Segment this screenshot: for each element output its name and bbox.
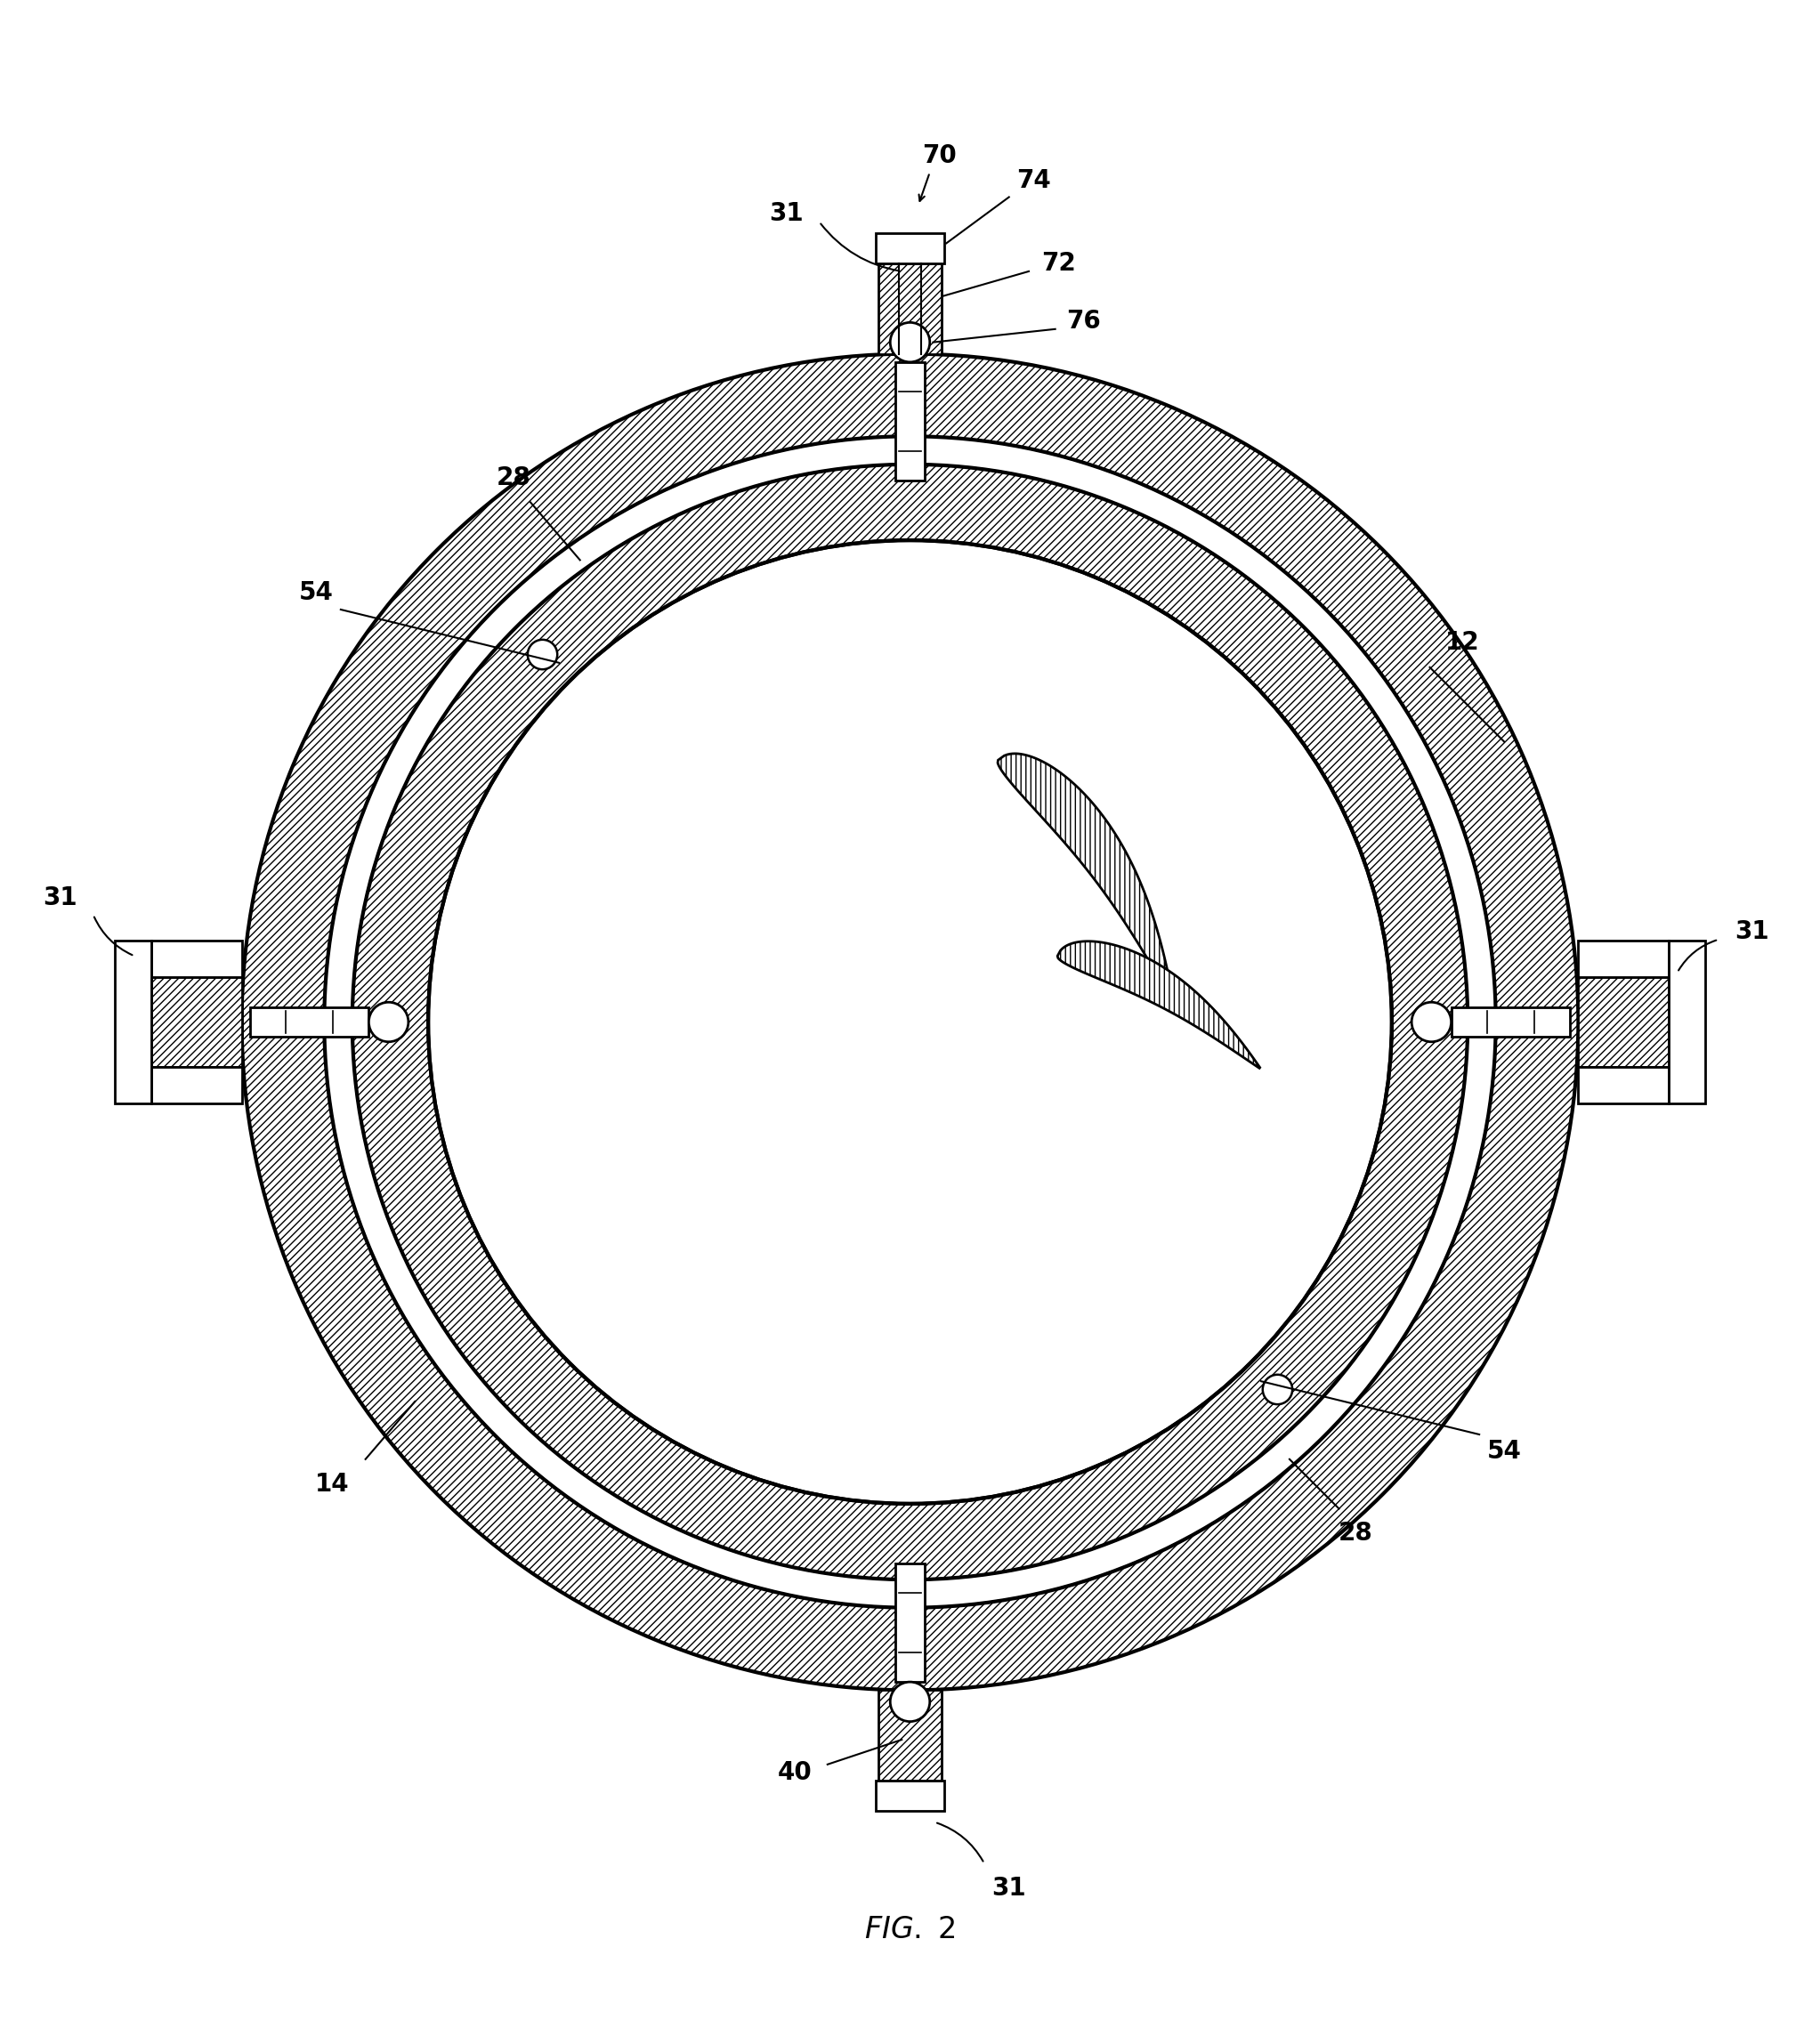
Bar: [875, 233, 945, 264]
Polygon shape: [1057, 940, 1259, 1069]
Circle shape: [890, 323, 930, 362]
Text: 54: 54: [298, 580, 333, 605]
Text: $\it{FIG.\ 2}$: $\it{FIG.\ 2}$: [864, 1915, 956, 1944]
Bar: [151, 977, 242, 1067]
Text: 31: 31: [44, 885, 78, 912]
Text: 31: 31: [992, 1876, 1026, 1901]
Text: 76: 76: [1067, 309, 1101, 333]
Text: 74: 74: [1017, 168, 1050, 192]
Circle shape: [369, 1002, 408, 1042]
Text: 40: 40: [777, 1760, 812, 1784]
Polygon shape: [997, 754, 1174, 1002]
Text: 72: 72: [1041, 251, 1076, 276]
Text: 28: 28: [497, 466, 531, 491]
Bar: [1578, 1067, 1669, 1104]
Bar: [115, 940, 151, 1104]
Bar: [1669, 940, 1705, 1104]
Bar: [879, 1690, 941, 1780]
Text: 31: 31: [1734, 920, 1769, 944]
Text: 31: 31: [770, 200, 803, 227]
Text: 70: 70: [923, 143, 957, 168]
Bar: [895, 1564, 925, 1682]
Bar: [879, 264, 941, 354]
Bar: [151, 940, 242, 977]
Circle shape: [890, 1682, 930, 1721]
Text: 54: 54: [1487, 1439, 1522, 1464]
Bar: [1578, 940, 1669, 977]
Text: 28: 28: [1338, 1521, 1372, 1545]
Circle shape: [528, 640, 557, 668]
Bar: [151, 1067, 242, 1104]
Bar: [895, 362, 925, 480]
Text: 12: 12: [1445, 630, 1480, 654]
Circle shape: [1263, 1376, 1292, 1404]
Circle shape: [1412, 1002, 1451, 1042]
Text: 14: 14: [315, 1472, 349, 1496]
Bar: [1578, 977, 1669, 1067]
Bar: [1451, 1008, 1571, 1036]
Bar: [249, 1008, 369, 1036]
Bar: [875, 1780, 945, 1811]
